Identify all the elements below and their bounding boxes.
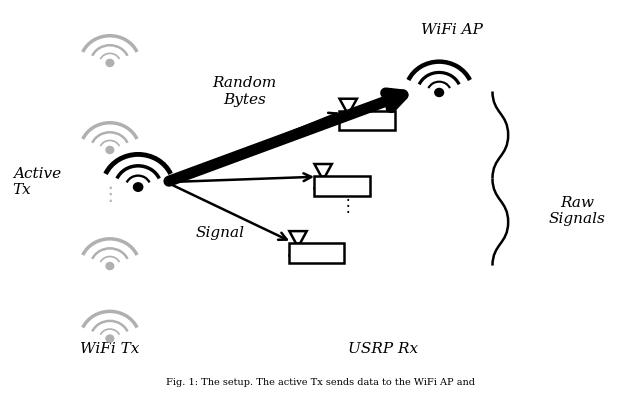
Bar	[314, 176, 369, 196]
Ellipse shape	[435, 89, 444, 96]
Text: Signal: Signal	[195, 226, 244, 240]
Ellipse shape	[106, 146, 114, 154]
Ellipse shape	[134, 183, 143, 191]
Text: WiFi AP: WiFi AP	[420, 23, 483, 37]
Ellipse shape	[106, 59, 114, 66]
Bar	[339, 110, 395, 131]
Ellipse shape	[106, 262, 114, 270]
Text: Random
Bytes: Random Bytes	[212, 77, 277, 106]
Text: ⋮: ⋮	[340, 197, 356, 215]
Text: ⋮: ⋮	[100, 185, 120, 204]
Ellipse shape	[106, 335, 114, 342]
Text: WiFi Tx: WiFi Tx	[80, 342, 140, 356]
Bar	[289, 243, 344, 263]
Text: USRP Rx: USRP Rx	[348, 342, 418, 356]
Text: Raw
Signals: Raw Signals	[548, 196, 605, 226]
Text: Fig. 1: The setup. The active Tx sends data to the WiFi AP and: Fig. 1: The setup. The active Tx sends d…	[166, 378, 474, 387]
Text: Active
Tx: Active Tx	[13, 167, 61, 197]
